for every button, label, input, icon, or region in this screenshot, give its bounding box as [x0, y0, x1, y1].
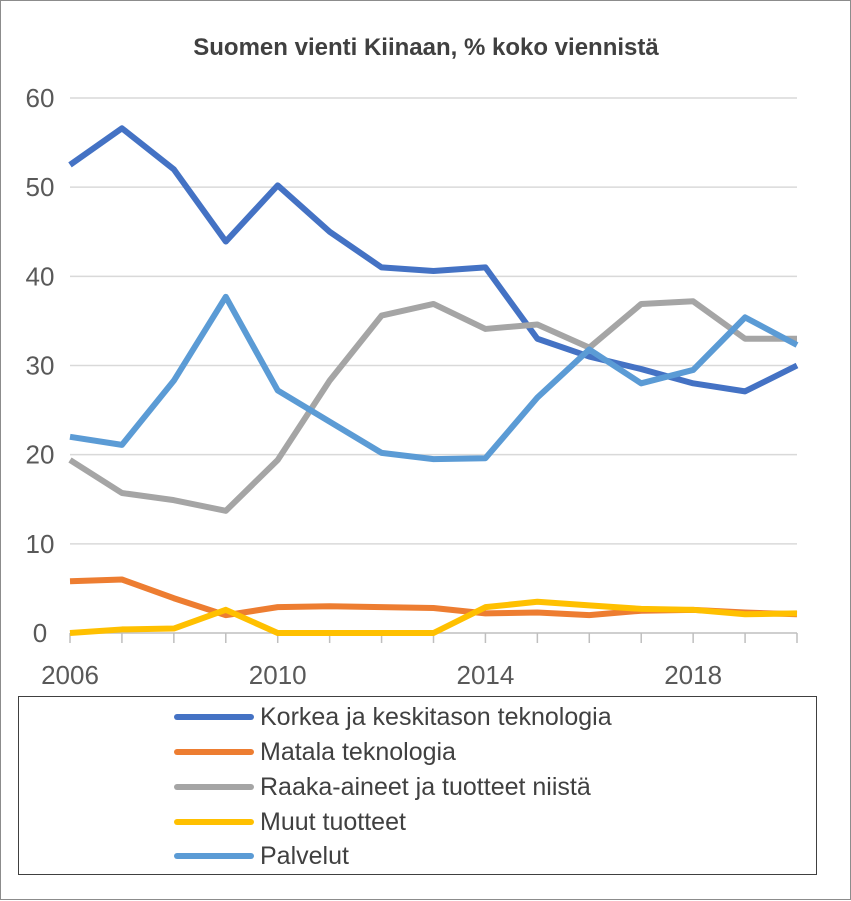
legend-swatch-raaka-aineet	[174, 784, 254, 790]
series-line-muut	[69, 598, 798, 636]
legend-swatch-matala	[174, 749, 254, 755]
legend-item-palvelut: Palvelut	[174, 839, 349, 873]
legend-label-matala: Matala teknologia	[260, 737, 456, 766]
x-tick-label: 2018	[664, 660, 722, 690]
series-lines	[68, 125, 799, 636]
y-tick-label: 50	[26, 172, 55, 202]
legend-item-matala: Matala teknologia	[174, 735, 456, 769]
legend-swatch-korkea	[174, 714, 254, 720]
series-line-korkea	[68, 125, 799, 395]
legend-item-muut: Muut tuotteet	[174, 805, 406, 839]
series-line-palvelut	[69, 293, 799, 463]
legend-item-korkea: Korkea ja keskitason teknologia	[174, 700, 612, 734]
y-tick-label: 10	[26, 529, 55, 559]
y-tick-label: 40	[26, 261, 55, 291]
x-tick-label: 2006	[41, 660, 99, 690]
legend-label-korkea: Korkea ja keskitason teknologia	[260, 702, 612, 731]
legend-label-palvelut: Palvelut	[260, 841, 349, 870]
y-tick-label: 0	[33, 618, 47, 648]
gridlines	[70, 97, 797, 545]
y-tick-label: 30	[26, 351, 55, 381]
legend-swatch-palvelut	[174, 853, 254, 859]
x-tick-label: 2010	[249, 660, 307, 690]
x-tick-label: 2014	[457, 660, 515, 690]
tick-labels: 0 10 20 30 40 50 60 2006 2010 2014 2018	[26, 83, 723, 690]
legend-swatch-muut	[174, 819, 254, 825]
legend-label-raaka-aineet: Raaka-aineet ja tuotteet niistä	[260, 772, 591, 801]
series-line-raaka-aineet	[68, 298, 797, 514]
legend: Korkea ja keskitason teknologia Matala t…	[18, 696, 817, 875]
y-tick-label: 20	[26, 440, 55, 470]
legend-label-muut: Muut tuotteet	[260, 807, 406, 836]
chart-title: Suomen vienti Kiinaan, % koko viennistä	[193, 34, 659, 61]
y-tick-label: 60	[26, 83, 55, 113]
legend-item-raaka-aineet: Raaka-aineet ja tuotteet niistä	[174, 770, 591, 804]
